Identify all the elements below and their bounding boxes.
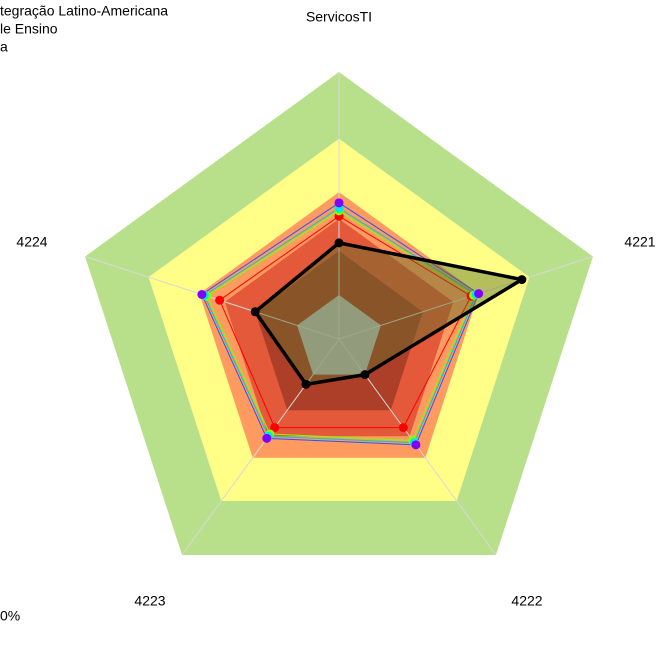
point [215,295,225,305]
series-line [206,210,475,442]
point [262,433,272,443]
series-line [252,241,527,387]
point [301,379,311,389]
point [474,289,484,299]
spoke [338,256,594,340]
point [197,289,207,299]
spoke [84,256,340,340]
axis-label: 4224 [16,234,47,250]
point [411,440,421,450]
axis-label: ServicosTI [306,9,372,25]
axis-label: 4222 [511,593,542,609]
legend-text: a [0,39,8,55]
series-line [203,207,477,444]
legend-text: le Ensino [0,21,58,37]
axis-label: 4221 [624,234,655,250]
point [517,275,527,285]
series-line [201,202,480,446]
point [334,238,344,248]
point [398,423,408,433]
point [360,370,370,380]
spoke [181,338,340,556]
point [250,307,260,317]
point [334,198,344,208]
series-line [219,215,472,429]
legend-text: tegração Latino-Americana [0,3,168,19]
note: 0% [0,608,20,624]
axis-label: 4223 [134,593,165,609]
point [270,423,280,433]
